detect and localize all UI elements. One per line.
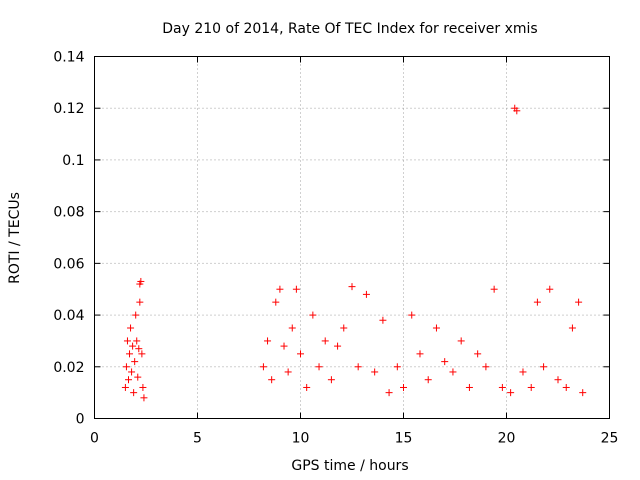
data-point [121, 383, 129, 391]
y-tick-label: 0.02 [53, 360, 84, 376]
data-point [432, 324, 440, 332]
data-point [546, 285, 554, 293]
data-point [276, 285, 284, 293]
data-point [424, 376, 432, 384]
y-tick-label: 0.1 [62, 153, 84, 169]
data-point [568, 324, 576, 332]
data-point [562, 383, 570, 391]
y-tick-label: 0.14 [53, 50, 84, 66]
data-point [315, 363, 323, 371]
data-point [554, 376, 562, 384]
data-point [507, 389, 515, 397]
data-point [259, 363, 267, 371]
data-point [482, 363, 490, 371]
plot-frame [94, 56, 610, 419]
data-point [132, 311, 140, 319]
x-tick-label: 0 [90, 431, 99, 447]
data-point [127, 324, 135, 332]
data-point [449, 368, 457, 376]
x-tick-label: 15 [395, 431, 413, 447]
data-points [121, 104, 587, 402]
data-point [303, 383, 311, 391]
data-point [371, 368, 379, 376]
chart-title: Day 210 of 2014, Rate Of TEC Index for r… [162, 21, 537, 37]
data-point [129, 342, 137, 350]
data-point [513, 107, 521, 115]
data-point [136, 280, 144, 288]
data-point [490, 285, 498, 293]
data-point [133, 337, 141, 345]
data-point [280, 342, 288, 350]
data-point [457, 337, 465, 345]
data-point [135, 345, 143, 353]
data-point [334, 342, 342, 350]
y-tick-label: 0.12 [53, 101, 84, 117]
data-point [288, 324, 296, 332]
y-tick-labels: 0 0.02 0.04 0.06 0.08 0.1 0.12 0.14 [53, 50, 84, 428]
data-point [575, 298, 583, 306]
data-point [400, 383, 407, 391]
data-point [474, 350, 482, 358]
data-point [292, 285, 300, 293]
y-tick-label: 0.08 [53, 205, 84, 221]
data-point [362, 290, 370, 298]
data-point [579, 389, 587, 397]
grid [94, 56, 610, 419]
x-tick-label: 10 [292, 431, 310, 447]
data-point [122, 363, 130, 371]
x-tick-label: 25 [601, 431, 619, 447]
data-point [130, 389, 138, 397]
data-point [309, 311, 317, 319]
y-tick-label: 0.06 [53, 256, 84, 272]
data-point [136, 298, 144, 306]
data-point [284, 368, 292, 376]
y-tick-label: 0.04 [53, 308, 84, 324]
data-point [264, 337, 272, 345]
data-point [465, 383, 473, 391]
data-point [348, 283, 356, 291]
data-point [327, 376, 335, 384]
data-point [140, 394, 148, 402]
x-axis-label: GPS time / hours [291, 458, 408, 474]
data-point [519, 368, 527, 376]
data-point [124, 376, 132, 384]
data-point [354, 363, 362, 371]
y-tick-label: 0 [76, 412, 85, 428]
x-tick-label: 20 [498, 431, 516, 447]
data-point [393, 363, 401, 371]
data-point [268, 376, 276, 384]
data-point [533, 298, 541, 306]
data-point [321, 337, 329, 345]
data-point [138, 350, 146, 358]
data-point [441, 358, 449, 366]
data-point [340, 324, 348, 332]
y-axis-label: ROTI / TECUs [7, 192, 23, 284]
data-point [408, 311, 416, 319]
data-point [126, 350, 134, 358]
data-point [134, 373, 142, 381]
data-point [128, 368, 136, 376]
data-point [379, 316, 387, 324]
data-point [527, 383, 535, 391]
data-point [297, 350, 304, 358]
data-point [131, 358, 139, 366]
axis-ticks [94, 56, 610, 419]
data-point [416, 350, 424, 358]
x-tick-labels: 0 5 10 15 20 25 [90, 431, 618, 447]
x-tick-label: 5 [193, 431, 202, 447]
data-point [272, 298, 280, 306]
data-point [498, 383, 506, 391]
data-point [385, 389, 393, 397]
data-point [123, 337, 131, 345]
data-point [540, 363, 548, 371]
data-point [139, 383, 147, 391]
